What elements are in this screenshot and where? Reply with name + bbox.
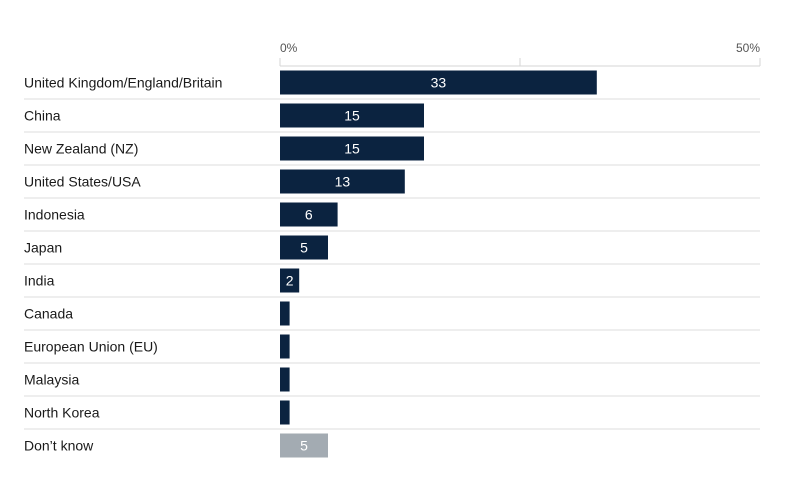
bar [280, 268, 300, 293]
bar [280, 235, 328, 260]
bar [280, 433, 328, 458]
gridlines [279, 58, 761, 66]
data-label: 15 [344, 141, 360, 157]
tick-label-0: 0% [280, 41, 298, 55]
bar-row: Don’t know 5 [24, 433, 328, 458]
category-label: Canada [24, 306, 73, 322]
data-label: 2 [286, 273, 294, 289]
data-label: 13 [335, 174, 351, 190]
data-label: 6 [305, 207, 313, 223]
bar-row: United States/USA 13 [24, 169, 760, 199]
bar-row: North Korea [24, 400, 760, 430]
category-label: India [24, 273, 55, 289]
bar-row: Malaysia [24, 367, 760, 397]
tick-label-1: 50% [736, 41, 760, 55]
category-label: Don’t know [24, 438, 94, 454]
category-label: New Zealand (NZ) [24, 141, 138, 157]
bar [280, 136, 424, 161]
bar [280, 301, 290, 326]
bar [280, 367, 290, 392]
bar-row: Indonesia 6 [24, 202, 760, 232]
bar-row: New Zealand (NZ) 15 [24, 136, 760, 166]
category-label: United Kingdom/England/Britain [24, 75, 222, 91]
category-label: Malaysia [24, 372, 79, 388]
data-label: 33 [431, 75, 447, 91]
x-axis: 0% 50% [280, 41, 760, 67]
bar-row: Japan 5 [24, 235, 760, 265]
data-label: 5 [300, 438, 308, 454]
bar [280, 169, 405, 194]
data-label: 15 [344, 108, 360, 124]
bar-row: India 2 [24, 268, 760, 298]
bar [280, 334, 290, 359]
category-label: North Korea [24, 405, 100, 421]
category-label: China [24, 108, 61, 124]
bar-row: United Kingdom/England/Britain 33 [24, 70, 760, 100]
category-label: United States/USA [24, 174, 141, 190]
category-label: Indonesia [24, 207, 85, 223]
bar [280, 103, 424, 128]
data-label: 5 [300, 240, 308, 256]
category-label: European Union (EU) [24, 339, 158, 355]
bar [280, 400, 290, 425]
bar-row: China 15 [24, 103, 760, 133]
category-label: Japan [24, 240, 62, 256]
bar [280, 202, 338, 227]
bar-row: European Union (EU) [24, 334, 760, 364]
bar [280, 70, 597, 95]
bar-row: Canada [24, 301, 760, 331]
